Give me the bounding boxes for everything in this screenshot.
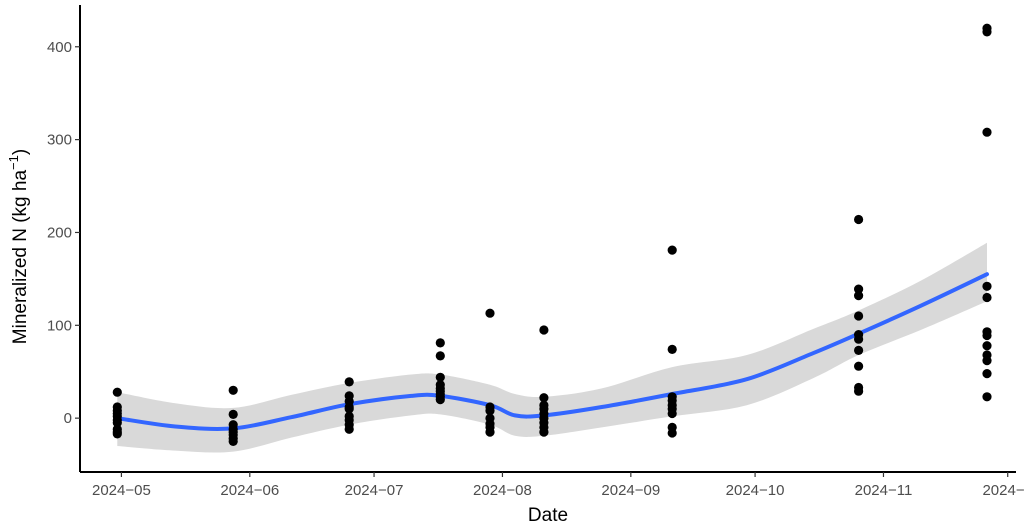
data-point (539, 325, 549, 335)
data-point (485, 308, 495, 318)
x-axis-title: Date (528, 505, 568, 526)
smooth-fit-line (115, 272, 989, 431)
y-tick-label: 300 (47, 132, 72, 149)
data-point (982, 292, 992, 303)
data-point (344, 377, 354, 387)
data-point (112, 418, 122, 428)
confidence-band-layer (117, 242, 988, 453)
data-point (228, 385, 238, 395)
data-point (854, 345, 864, 355)
data-point (435, 338, 445, 348)
data-point (854, 291, 864, 301)
x-tick-label: 2024−08 (473, 482, 532, 499)
y-axis-title-superscript: −1 (6, 155, 21, 170)
y-axis-title-close: ) (10, 149, 31, 155)
data-point (667, 408, 677, 419)
data-point (667, 428, 677, 438)
data-point (982, 281, 992, 291)
data-point (982, 341, 992, 351)
smooth-line-layer (115, 272, 989, 431)
data-point (112, 387, 122, 397)
data-point (854, 361, 864, 371)
data-point (982, 27, 992, 37)
data-point (854, 214, 864, 225)
data-point (344, 424, 354, 434)
data-point (982, 356, 992, 366)
data-point (112, 429, 122, 439)
data-point (667, 344, 677, 354)
data-point (539, 393, 549, 403)
x-tick-label: 2024−1 (982, 482, 1024, 499)
x-tick-label: 2024−07 (345, 482, 404, 499)
y-axis-title-main: Mineralized N (kg ha (10, 170, 31, 345)
data-point (854, 284, 864, 294)
x-tick-label: 2024−09 (601, 482, 660, 499)
y-axis-title: Mineralized N (kg ha−1) (6, 149, 31, 344)
data-point (982, 127, 992, 137)
y-tick-label: 100 (47, 317, 72, 334)
data-point (435, 395, 445, 405)
data-points-layer (112, 23, 992, 446)
data-point (485, 427, 495, 437)
y-tick-label: 0 (64, 410, 72, 427)
data-point (228, 409, 238, 419)
data-point (982, 392, 992, 402)
data-point (539, 427, 549, 437)
y-tick-label: 200 (47, 224, 72, 241)
data-point (854, 334, 864, 344)
data-point (854, 386, 864, 396)
x-tick-label: 2024−05 (92, 482, 151, 499)
data-point (344, 404, 354, 414)
data-point (854, 311, 864, 321)
y-tick-label: 400 (47, 39, 72, 56)
data-point (435, 351, 445, 361)
x-tick-label: 2024−11 (855, 482, 913, 499)
data-point (435, 372, 445, 382)
data-point (667, 245, 677, 255)
data-point (982, 330, 992, 341)
confidence-band (117, 242, 988, 453)
x-tick-label: 2024−10 (726, 482, 785, 499)
data-point (485, 406, 495, 416)
data-point (982, 369, 992, 379)
data-point (228, 436, 238, 446)
axes-layer: 0 100 200 300 400 2024−05 2024−06 2024−07 2024−0… (47, 5, 1024, 499)
x-tick-label: 2024−06 (220, 482, 279, 499)
